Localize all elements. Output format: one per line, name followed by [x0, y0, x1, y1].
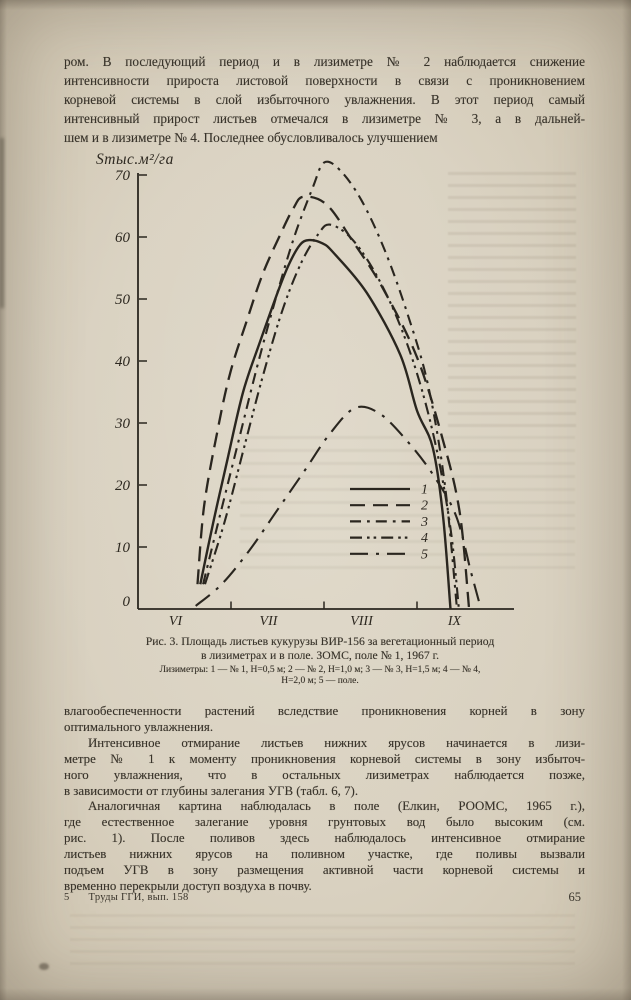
text-line: влагообеспеченности растений вследствие … [64, 704, 585, 718]
text-line: H=2,0 м; 5 — поле. [281, 675, 359, 686]
text-line: ром. В последующий период и в лизиметре … [64, 54, 585, 69]
body-paragraph-2: Интенсивное отмирание листьев нижних яру… [64, 736, 585, 800]
footer-series-title: Труды ГГИ, вып. 158 [88, 892, 189, 903]
text-line: оптимального увлажнения. [64, 719, 214, 734]
text-line: шем и в лизиметре № 4. Последнее обуслов… [64, 130, 438, 145]
text-line: интенсивный прирост листьев отмечался в … [64, 111, 585, 126]
month-label: VII [260, 614, 279, 629]
y-tick-label: 20 [115, 478, 131, 494]
body-paragraph-1: влагообеспеченности растений вследствие … [64, 704, 585, 736]
text-line: ного увлажнения, что в остальных лизимет… [64, 767, 585, 782]
text-line: Аналогичная картина наблюдалась в поле (… [88, 799, 585, 814]
y-tick-label: 30 [114, 416, 131, 432]
legend-label-3: 3 [420, 515, 428, 530]
text-line: подъем УГВ в зону размещения активной ча… [64, 863, 585, 878]
legend-label-4: 4 [421, 531, 428, 546]
body-text: влагообеспеченности растений вследствие … [64, 704, 585, 895]
body-paragraph-3: Аналогичная картина наблюдалась в поле (… [64, 799, 585, 894]
text-line: временно перекрыли доступ воздуха в почв… [64, 878, 312, 893]
text-line: интенсивности прироста листовой поверхно… [64, 73, 585, 88]
page-footer: 5 Труды ГГИ, вып. 158 65 [64, 890, 585, 904]
curve-4 [203, 223, 460, 610]
y-tick-label: 0 [123, 594, 131, 610]
paper-artifact-speck [39, 963, 49, 970]
top-paragraph: ром. В последующий период и в лизиметре … [64, 52, 585, 147]
text-line: рис. 1). После поливов здесь наблюдалось… [64, 831, 585, 846]
paper-edge-shadow-top [0, 0, 631, 10]
paper-bleedthrough [70, 914, 575, 974]
curve-3 [202, 160, 459, 610]
legend-label-2: 2 [421, 499, 428, 514]
curve-2 [196, 195, 471, 610]
y-tick-label: 70 [115, 168, 131, 184]
footer-signature: 5 [64, 892, 70, 903]
text-line: Лизиметры: 1 — № 1, H=0,5 м; 2 — № 2, H=… [159, 665, 481, 675]
y-tick-label: 60 [115, 230, 131, 246]
month-label: VI [169, 614, 184, 629]
text-line: где естественное залегание уровня грунто… [64, 815, 585, 830]
month-label: IX [447, 614, 462, 629]
y-tick-label: 50 [115, 292, 131, 308]
figure-caption: Рис. 3. Площадь листьев кукурузы ВИР-156… [78, 635, 562, 662]
text-line: корневой системы в слой избыточного увла… [64, 92, 585, 107]
figure-note: Лизиметры: 1 — № 1, H=0,5 м; 2 — № 2, H=… [66, 665, 574, 687]
y-axis-unit-label: Sтыс.м²/га [96, 151, 174, 168]
text-line: Интенсивное отмирание листьев нижних яру… [88, 735, 585, 750]
text-line: в зависимости от глубины залегания УГВ (… [64, 783, 359, 798]
text-line: Рис. 3. Площадь листьев кукурузы ВИР-156… [145, 635, 495, 648]
month-label: VIII [350, 614, 374, 629]
legend-label-5: 5 [421, 547, 428, 562]
text-line: метре № 1 к моменту проникновения корнев… [64, 751, 585, 766]
curve-5 [195, 405, 481, 607]
paper-edge-shadow-right [622, 0, 631, 1000]
paper-edge-shadow-left [0, 0, 7, 1000]
paper-artifact-streak [0, 138, 4, 308]
paper-edge-shadow-bottom [0, 988, 631, 1000]
page-number: 65 [568, 890, 582, 904]
figure-chart: 0 10 20 30 40 50 60 70 Sтыс.м²/га VI VII VIII IX 1 2 3 4… [0, 140, 631, 632]
y-tick-label: 10 [115, 540, 131, 556]
text-line: листьев нижних ярусов на поливном участк… [64, 847, 585, 862]
text-line: в лизиметрах и в поле. ЗОМС, поле № 1, 1… [200, 648, 440, 662]
y-tick-label: 40 [115, 354, 131, 370]
curve-1 [199, 238, 452, 610]
legend-label-1: 1 [421, 483, 428, 498]
